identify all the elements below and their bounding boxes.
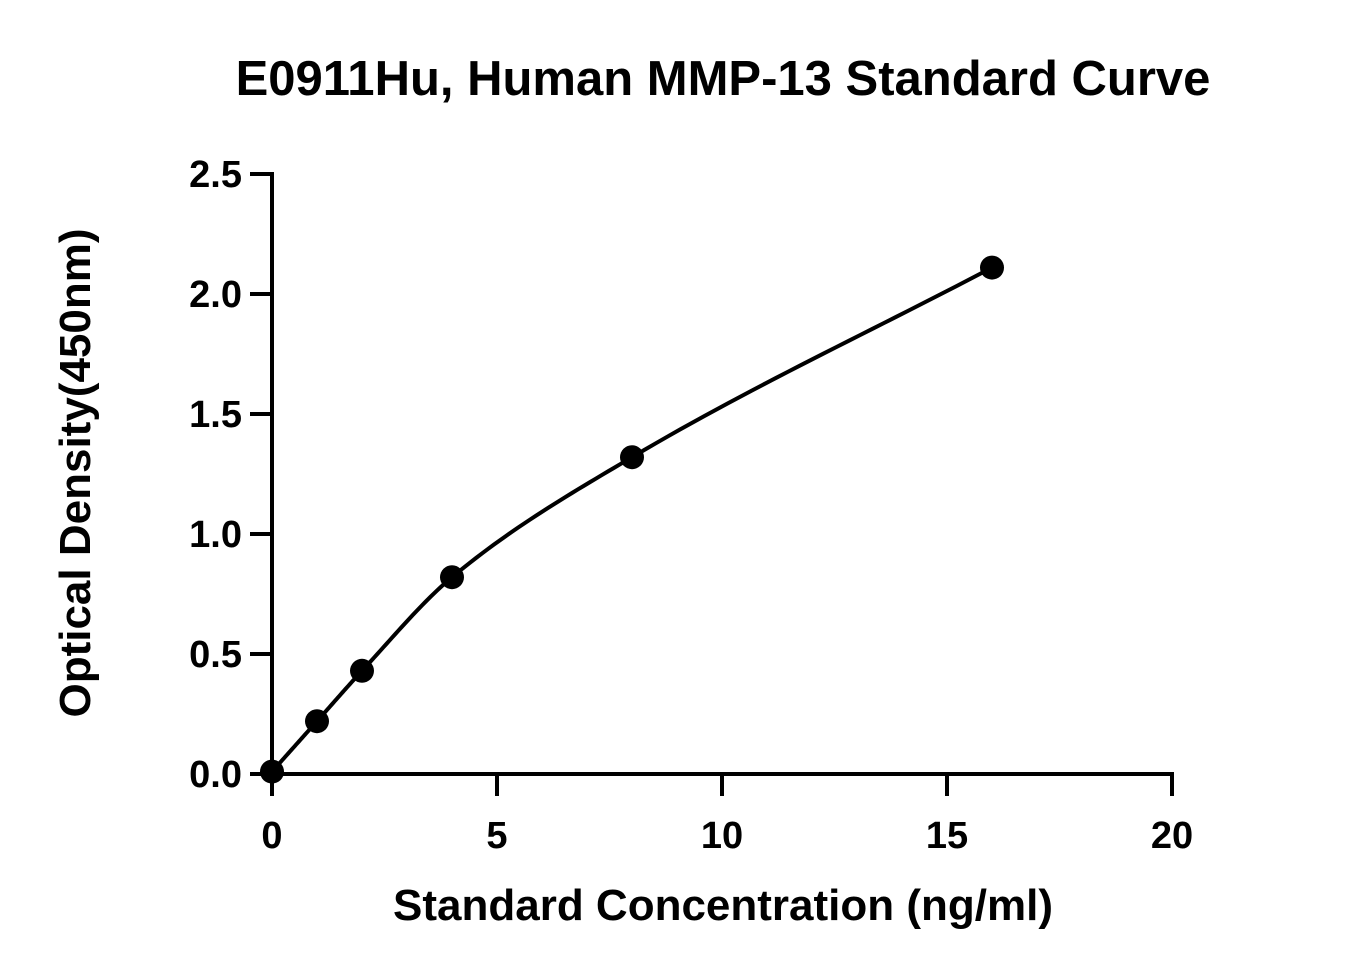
y-tick-label: 0.0 <box>189 754 242 796</box>
y-tick-label: 0.5 <box>189 634 242 676</box>
y-tick-label: 1.0 <box>189 514 242 556</box>
data-points <box>260 255 1004 784</box>
x-axis-ticks: 0 5 10 15 20 <box>261 774 1193 857</box>
y-tick-label: 1.5 <box>189 394 242 436</box>
y-axis-ticks: 0.0 0.5 1.0 1.5 2.0 2.5 <box>189 154 272 796</box>
x-tick-label: 5 <box>486 815 507 857</box>
y-tick-label: 2.0 <box>189 274 242 316</box>
x-tick-label: 20 <box>1151 815 1193 857</box>
axes <box>270 172 1174 776</box>
x-tick-label: 15 <box>926 815 968 857</box>
chart-title: E0911Hu, Human MMP-13 Standard Curve <box>236 52 1211 106</box>
y-tick-label: 2.5 <box>189 154 242 196</box>
y-axis-label: Optical Density(450nm) <box>51 228 100 717</box>
data-point <box>305 709 329 734</box>
x-tick-label: 0 <box>261 815 282 857</box>
data-point <box>350 658 374 683</box>
x-axis-label: Standard Concentration (ng/ml) <box>393 881 1053 930</box>
fit-curve <box>270 265 993 773</box>
x-tick-label: 10 <box>701 815 743 857</box>
data-point <box>980 255 1004 280</box>
data-point <box>260 759 284 784</box>
data-point <box>620 445 644 470</box>
data-point <box>440 565 464 590</box>
